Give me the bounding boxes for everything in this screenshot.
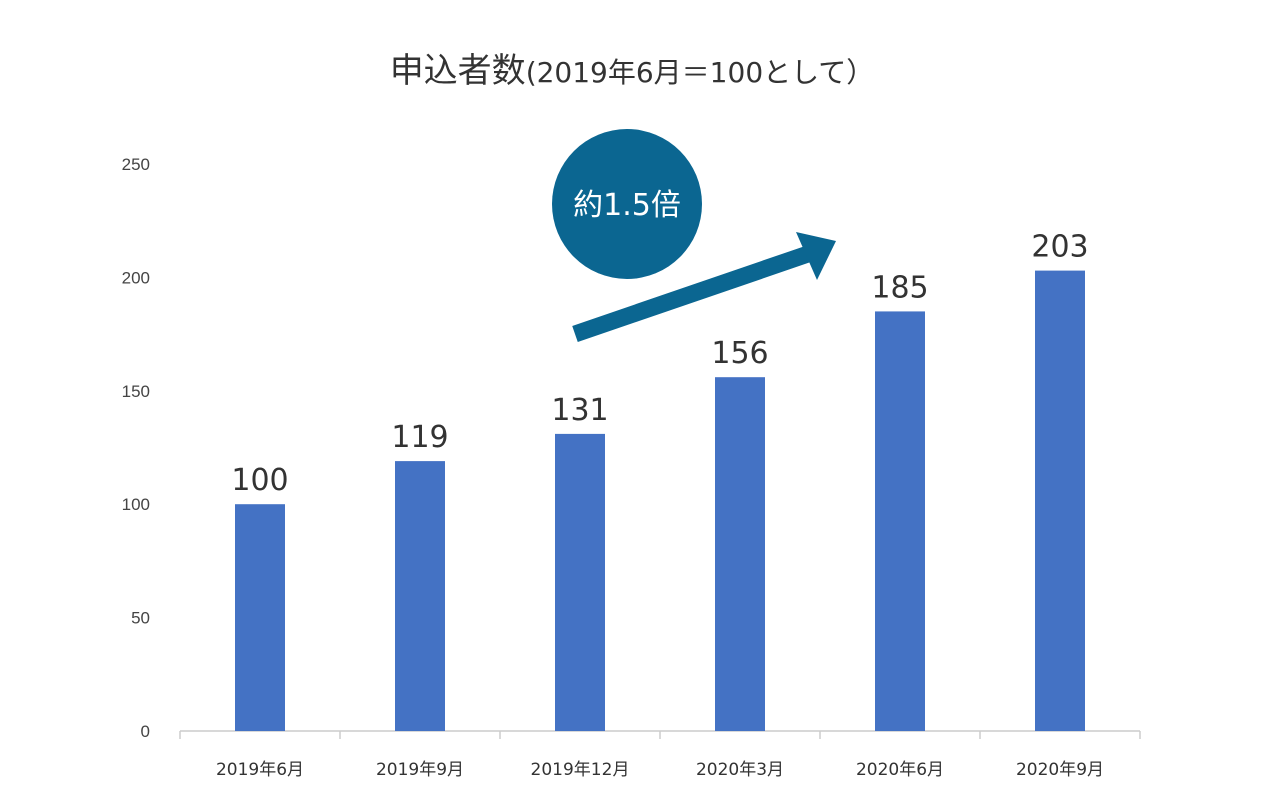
x-axis-tick-marks xyxy=(179,731,1141,739)
y-tick-label: 50 xyxy=(131,609,150,628)
chart-title-main: 申込者数 xyxy=(390,51,526,91)
growth-arrow xyxy=(572,232,836,343)
data-label: 156 xyxy=(711,336,768,371)
y-tick-label: 200 xyxy=(122,268,150,287)
data-label: 131 xyxy=(551,393,608,428)
y-tick-label: 150 xyxy=(122,382,150,401)
bar xyxy=(555,433,605,731)
data-label: 185 xyxy=(871,270,928,305)
chart-title: 申込者数(2019年6月＝100として） xyxy=(390,51,875,91)
callout-circle xyxy=(552,129,702,279)
data-label: 203 xyxy=(1031,230,1088,265)
x-tick-label: 2020年6月 xyxy=(856,760,944,780)
data-labels: 100 119 131 156 185 203 xyxy=(231,230,1088,499)
x-tick-label: 2019年9月 xyxy=(376,760,464,780)
x-axis-labels: 2019年6月 2019年9月 2019年12月 2020年3月 2020年6月 2020… xyxy=(216,760,1104,780)
bar xyxy=(1035,270,1085,731)
chart-subtitle: (2019年6月＝100として） xyxy=(526,56,875,89)
y-tick-label: 0 xyxy=(141,722,150,741)
data-label: 100 xyxy=(231,463,288,498)
growth-callout: 約1.5倍 xyxy=(552,129,702,279)
bars xyxy=(235,270,1085,731)
data-label: 119 xyxy=(391,420,448,455)
x-tick-label: 2019年6月 xyxy=(216,760,304,780)
bar xyxy=(235,504,285,731)
callout-text: 約1.5倍 xyxy=(573,188,681,223)
bar xyxy=(875,311,925,731)
y-tick-label: 100 xyxy=(122,495,150,514)
bar xyxy=(715,377,765,731)
y-tick-label: 250 xyxy=(122,155,150,174)
x-tick-label: 2020年9月 xyxy=(1016,760,1104,780)
x-tick-label: 2019年12月 xyxy=(531,760,630,780)
bar xyxy=(395,461,445,731)
x-tick-label: 2020年3月 xyxy=(696,760,784,780)
y-axis-ticks: 0 50 100 150 200 250 xyxy=(122,155,150,741)
